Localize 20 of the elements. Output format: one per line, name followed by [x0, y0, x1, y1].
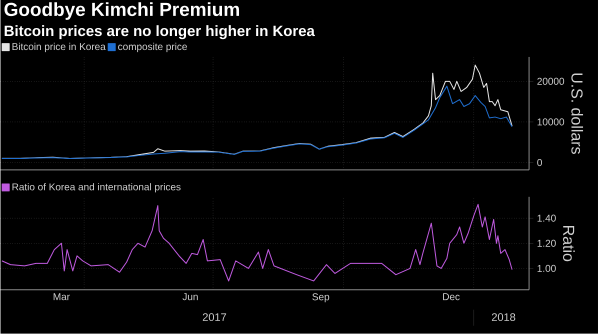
chart-subtitle: Bitcoin prices are no longer higher in Korea	[4, 25, 315, 40]
x-tick-label: Sep	[312, 293, 330, 302]
chart-title: Goodbye Kimchi Premium	[4, 2, 239, 20]
y-tick-label: 1.40	[538, 214, 556, 222]
line-series	[1, 86, 513, 160]
y-tick-label: 20000	[537, 78, 564, 85]
legend-label: Bitcoin price in Korea	[12, 42, 106, 52]
y-tick-label: 1.00	[538, 265, 556, 272]
y-tick-label: 1.20	[538, 240, 556, 247]
y-tick-label: 10000	[538, 118, 564, 126]
x2-tick-label: 2017	[202, 313, 226, 322]
x-tick-label: Mar	[54, 293, 70, 300]
legend-label: Ratio of Korea and international prices	[12, 183, 181, 192]
legend-label: composite price	[118, 42, 187, 52]
y-axis-title: Ratio	[563, 226, 575, 262]
x2-tick-label: 2018	[492, 313, 516, 322]
y-axis-title: U.S. dollars	[571, 74, 584, 154]
y-tick-label: 0	[537, 159, 542, 166]
x-tick-label: Dec	[443, 293, 460, 300]
x-tick-label: Jun	[182, 293, 198, 300]
